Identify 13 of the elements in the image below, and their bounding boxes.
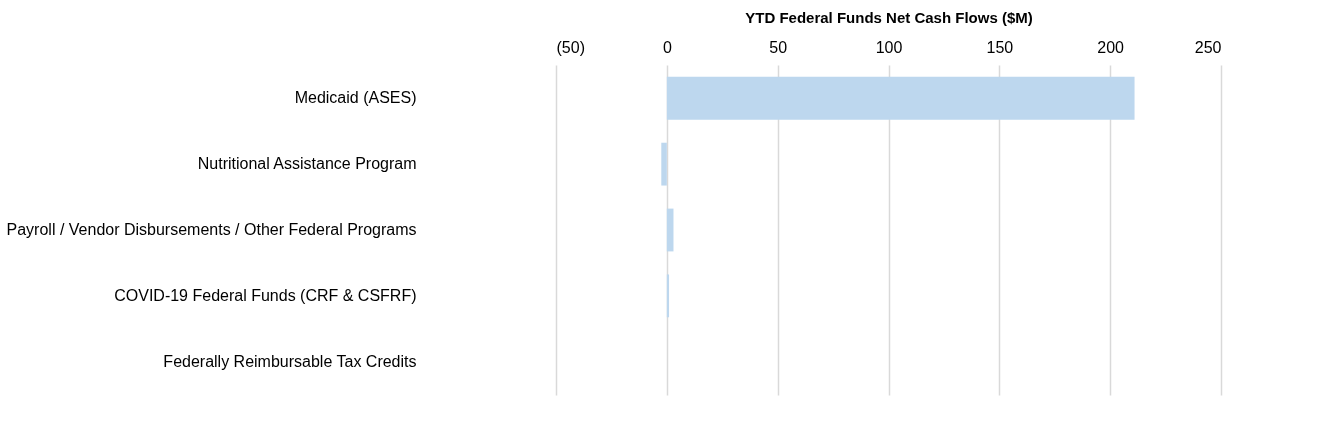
y-tick-label: Medicaid (ASES) bbox=[294, 89, 417, 107]
x-tick-label: 250 bbox=[1194, 38, 1222, 56]
x-tick-label: 0 bbox=[662, 38, 672, 56]
x-tick-label: (50) bbox=[556, 38, 585, 56]
x-tick-label: 200 bbox=[1097, 38, 1125, 56]
x-tick-label: 100 bbox=[875, 38, 903, 56]
y-tick-label: Payroll / Vendor Disbursements / Other Federal Programs bbox=[6, 221, 417, 238]
y-tick-label: Federally Reimbursable Tax Credits bbox=[163, 352, 417, 370]
x-axis-title: YTD Federal Funds Net Cash Flows ($M) bbox=[745, 8, 1033, 26]
x-tick-label: 50 bbox=[769, 38, 788, 56]
y-tick-label: Nutritional Assistance Program bbox=[197, 155, 417, 173]
y-tick-label: COVID-19 Federal Funds (CRF & CSFRF) bbox=[114, 286, 417, 304]
x-tick-label: 150 bbox=[986, 38, 1014, 56]
